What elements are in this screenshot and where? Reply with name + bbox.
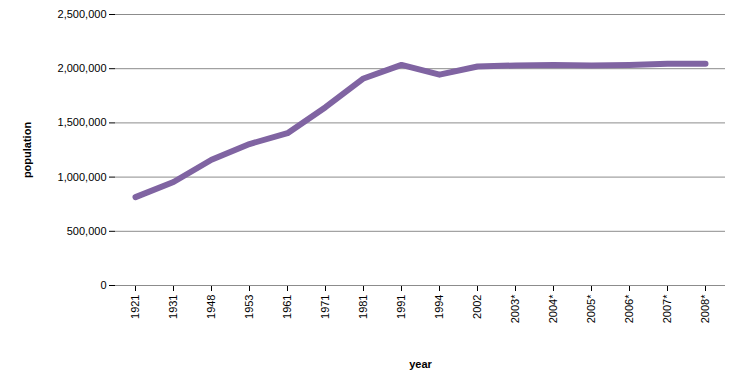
svg-text:1961: 1961	[281, 295, 293, 319]
svg-text:2007*: 2007*	[661, 294, 673, 323]
svg-text:500,000: 500,000	[67, 225, 107, 237]
svg-text:0: 0	[100, 279, 106, 291]
svg-text:2006*: 2006*	[623, 294, 635, 323]
svg-text:1,000,000: 1,000,000	[58, 171, 107, 183]
svg-text:1994: 1994	[433, 295, 445, 319]
svg-text:2008*: 2008*	[699, 294, 711, 323]
svg-text:1921: 1921	[129, 295, 141, 319]
svg-text:1,500,000: 1,500,000	[58, 116, 107, 128]
svg-text:1953: 1953	[243, 295, 255, 319]
svg-text:1981: 1981	[357, 295, 369, 319]
svg-text:year: year	[409, 358, 432, 370]
svg-text:2004*: 2004*	[547, 294, 559, 323]
svg-text:1948: 1948	[205, 295, 217, 319]
svg-text:1991: 1991	[395, 295, 407, 319]
svg-text:2,500,000: 2,500,000	[58, 8, 107, 20]
svg-text:2,000,000: 2,000,000	[58, 62, 107, 74]
svg-text:1971: 1971	[319, 295, 331, 319]
svg-text:2003*: 2003*	[509, 294, 521, 323]
svg-text:2002: 2002	[471, 295, 483, 319]
svg-text:1931: 1931	[167, 295, 179, 319]
svg-text:2005*: 2005*	[585, 294, 597, 323]
svg-text:population: population	[21, 122, 33, 178]
